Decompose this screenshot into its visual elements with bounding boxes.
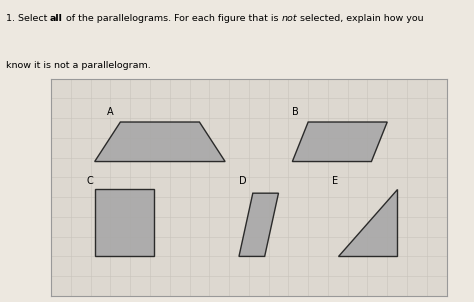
- Polygon shape: [95, 189, 154, 256]
- Text: not: not: [282, 14, 297, 23]
- Polygon shape: [338, 189, 397, 256]
- Text: selected, explain how you: selected, explain how you: [297, 14, 424, 23]
- Text: D: D: [239, 176, 246, 186]
- Polygon shape: [95, 122, 225, 162]
- Text: all: all: [50, 14, 63, 23]
- Text: E: E: [332, 176, 338, 186]
- Text: of the parallelograms. For each figure that is: of the parallelograms. For each figure t…: [63, 14, 282, 23]
- Text: 1. Select: 1. Select: [6, 14, 50, 23]
- Text: A: A: [107, 107, 113, 117]
- Text: C: C: [87, 176, 93, 186]
- Text: B: B: [292, 107, 299, 117]
- Polygon shape: [292, 122, 387, 162]
- Polygon shape: [239, 193, 279, 256]
- Text: know it is not a parallelogram.: know it is not a parallelogram.: [6, 61, 150, 70]
